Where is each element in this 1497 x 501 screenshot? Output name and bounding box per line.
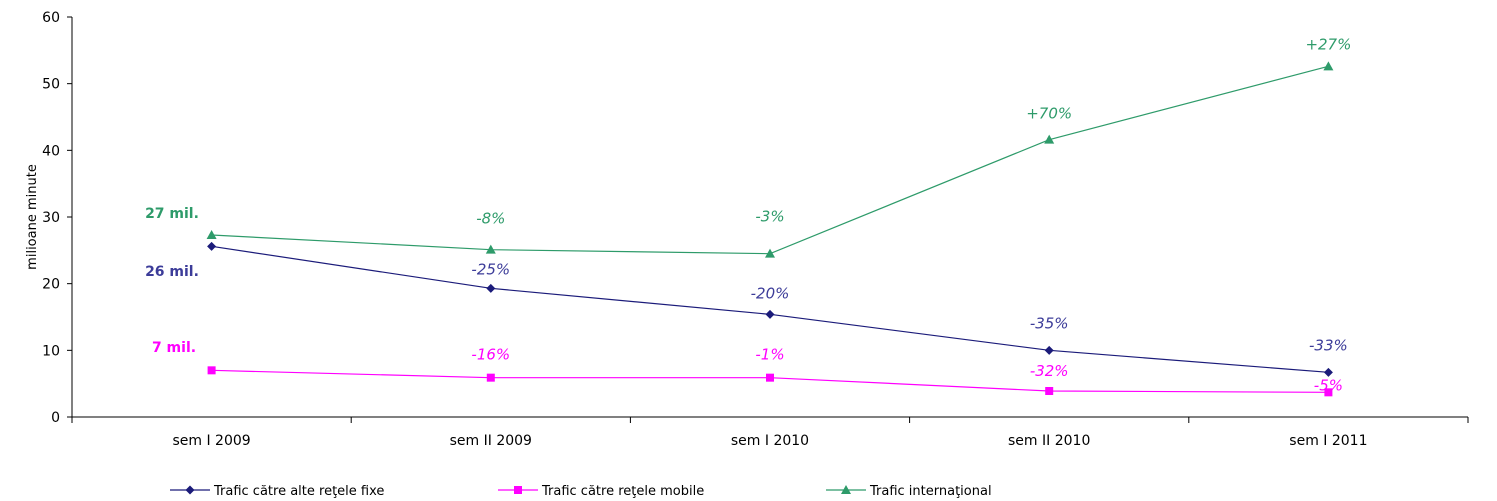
y-tick-label: 0 — [51, 410, 60, 426]
legend-label: Trafic către reţele mobile — [541, 484, 704, 499]
change-annotation: -1% — [755, 346, 784, 364]
x-tick-label: sem I 2011 — [1289, 433, 1367, 449]
y-tick-label: 20 — [42, 277, 60, 293]
data-point — [765, 309, 775, 319]
change-annotation: +70% — [1026, 105, 1072, 123]
y-tick-label: 30 — [42, 210, 60, 226]
x-tick-label: sem I 2010 — [731, 433, 809, 449]
start-label: 7 mil. — [152, 340, 196, 356]
data-point — [486, 373, 495, 382]
x-tick-label: sem II 2009 — [450, 433, 532, 449]
change-annotation: -16% — [471, 346, 510, 364]
y-tick-label: 50 — [42, 77, 60, 93]
legend-marker — [514, 486, 522, 494]
change-annotation: +27% — [1305, 35, 1351, 53]
legend: Trafic către alte reţele fixe Trafic cătr… — [170, 484, 992, 499]
series-2 — [207, 366, 1333, 397]
data-point — [1323, 367, 1333, 377]
legend-item: Trafic către reţele mobile — [498, 484, 704, 499]
change-annotation: -20% — [751, 284, 790, 302]
change-annotation: -25% — [471, 260, 510, 278]
data-point — [207, 241, 217, 251]
data-point — [207, 366, 216, 375]
x-tick-label: sem I 2009 — [172, 433, 250, 449]
legend-item: Trafic internaţional — [826, 484, 992, 499]
data-point — [1045, 387, 1054, 395]
legend-label: Trafic internaţional — [869, 484, 992, 499]
start-label: 26 mil. — [145, 264, 199, 280]
change-annotation: -3% — [755, 208, 784, 226]
change-annotation: -5% — [1314, 376, 1343, 394]
x-tick-label: sem II 2010 — [1008, 433, 1090, 449]
series-1 — [207, 241, 1333, 377]
series-3 — [206, 61, 1334, 258]
legend-label: Trafic către alte reţele fixe — [213, 484, 384, 499]
data-point — [765, 248, 775, 258]
start-label: 27 mil. — [145, 206, 199, 222]
y-tick-label: 60 — [42, 10, 60, 26]
data-point — [766, 373, 774, 382]
data-point — [1044, 345, 1054, 355]
axes: 0 10 20 30 40 50 60 sem I 2009 sem II 2009 sem I … — [42, 10, 1469, 449]
annotation-layer: 26 mil. -25% -20% -35% -33% 7 mil. -16% -1% -32%… — [145, 35, 1351, 394]
data-point — [206, 230, 217, 239]
change-annotation: -35% — [1030, 314, 1069, 332]
y-axis-title: milioane minute — [25, 164, 40, 270]
data-point — [1044, 134, 1055, 144]
data-point — [1324, 388, 1333, 397]
legend-item: Trafic către alte reţele fixe — [170, 484, 384, 499]
y-tick-label: 40 — [42, 143, 60, 159]
change-annotation: -33% — [1309, 336, 1348, 354]
y-tick-label: 10 — [42, 343, 60, 359]
change-annotation: -8% — [476, 210, 505, 228]
change-annotation: -32% — [1030, 362, 1069, 380]
data-point — [486, 283, 496, 293]
series-layer — [206, 61, 1334, 397]
data-point — [485, 244, 496, 254]
data-point — [1323, 61, 1334, 71]
legend-marker — [841, 485, 851, 494]
legend-marker — [185, 485, 195, 495]
